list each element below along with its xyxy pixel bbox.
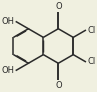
Text: O: O bbox=[55, 2, 62, 11]
Text: Cl: Cl bbox=[87, 26, 96, 35]
Text: OH: OH bbox=[2, 66, 15, 75]
Text: OH: OH bbox=[2, 17, 15, 26]
Text: O: O bbox=[55, 81, 62, 90]
Text: Cl: Cl bbox=[87, 57, 96, 66]
